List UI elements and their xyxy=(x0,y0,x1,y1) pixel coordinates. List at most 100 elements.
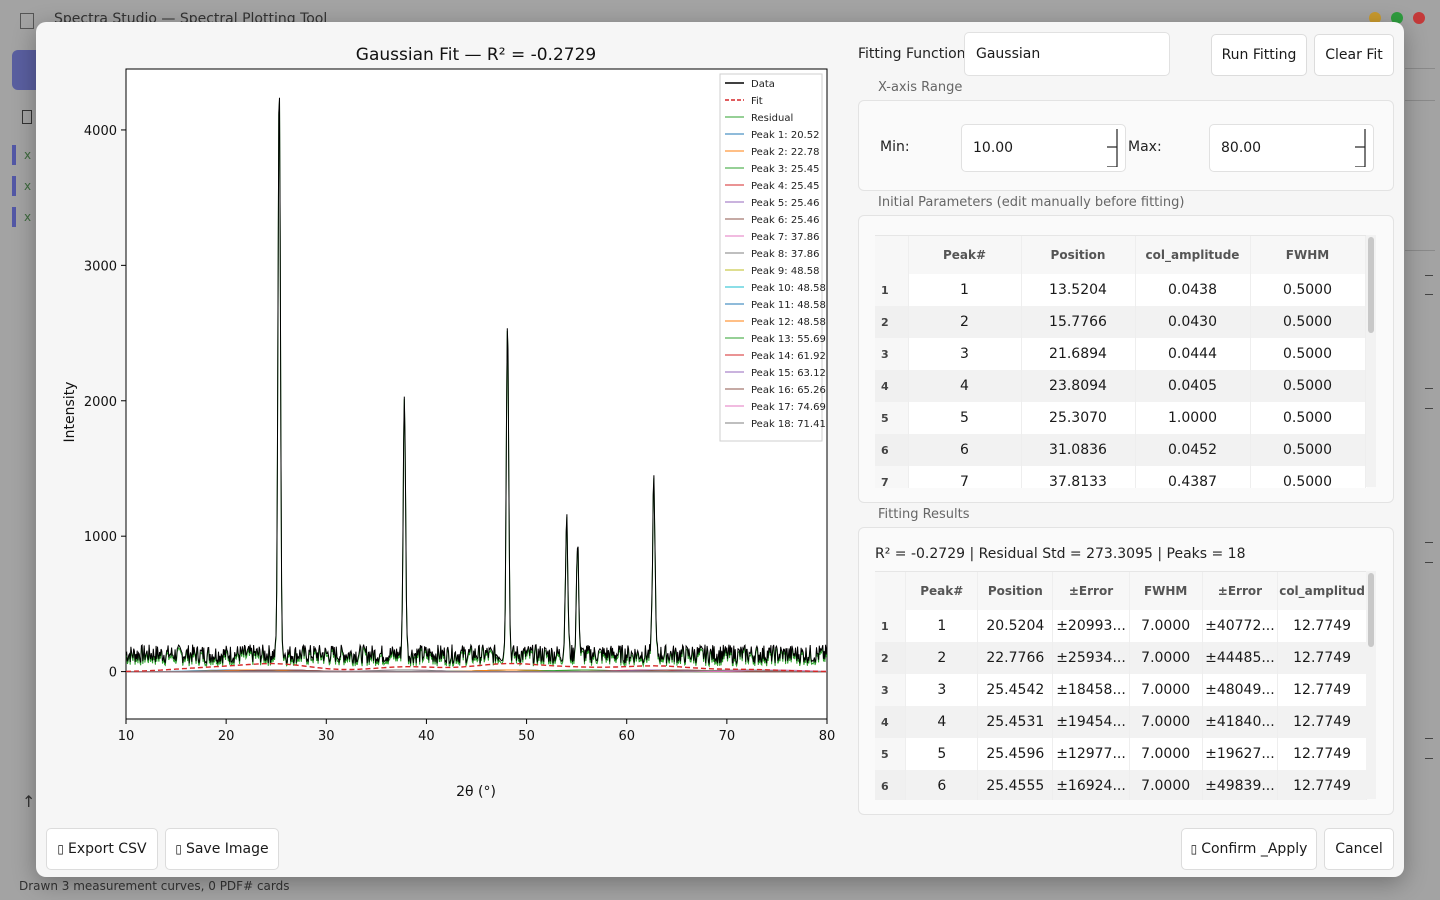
table-cell[interactable]: 12.7749 xyxy=(1277,770,1367,800)
table-cell[interactable]: ±49839... xyxy=(1202,770,1279,800)
table-cell[interactable]: 20.5204 xyxy=(977,610,1054,642)
min-spinbox[interactable]: 10.00 xyxy=(961,124,1126,172)
table-cell[interactable]: ±40772... xyxy=(1202,610,1279,642)
row-header[interactable]: 6 xyxy=(875,770,907,800)
table-cell[interactable]: ±20993... xyxy=(1052,610,1130,642)
table-cell[interactable]: 4 xyxy=(908,370,1022,402)
table-cell[interactable]: 12.7749 xyxy=(1277,706,1367,738)
table-cell[interactable]: 25.4596 xyxy=(977,738,1054,770)
params-scrollbar[interactable] xyxy=(1366,235,1376,487)
clear-fit-button[interactable]: Clear Fit xyxy=(1314,34,1394,76)
row-header[interactable]: 4 xyxy=(875,706,907,738)
table-cell[interactable]: 2 xyxy=(905,642,979,674)
params-scroll-thumb[interactable] xyxy=(1368,237,1374,333)
sidebar-checkbox[interactable] xyxy=(22,110,32,124)
fitting-function-select[interactable]: Gaussian xyxy=(964,32,1170,76)
table-cell[interactable]: 12.7749 xyxy=(1277,642,1367,674)
table-cell[interactable]: 7.0000 xyxy=(1129,610,1203,642)
table-cell[interactable]: 7.0000 xyxy=(1129,674,1203,706)
maximize-button[interactable] xyxy=(1391,12,1403,24)
table-cell[interactable]: ±18458... xyxy=(1052,674,1130,706)
column-header[interactable]: ±Error xyxy=(1052,572,1130,610)
table-cell[interactable]: ±19627... xyxy=(1202,738,1279,770)
table-cell[interactable]: 0.0452 xyxy=(1135,434,1251,466)
table-cell[interactable]: 37.8133 xyxy=(1021,466,1136,488)
table-cell[interactable]: 0.5000 xyxy=(1250,306,1366,338)
table-row[interactable]: 3 3 21.6894 0.0444 0.5000 xyxy=(875,338,1366,370)
table-cell[interactable]: 25.4555 xyxy=(977,770,1054,800)
table-cell[interactable]: 0.0444 xyxy=(1135,338,1251,370)
table-cell[interactable]: 6 xyxy=(905,770,979,800)
column-header[interactable]: col_amplitude xyxy=(1135,236,1251,274)
table-cell[interactable]: 6 xyxy=(908,434,1022,466)
table-cell[interactable]: 0.0430 xyxy=(1135,306,1251,338)
table-cell[interactable]: 22.7766 xyxy=(977,642,1054,674)
table-row[interactable]: 3 3 25.4542 ±18458... 7.0000 ±48049... 12.7749 xyxy=(875,674,1367,706)
table-cell[interactable]: 0.5000 xyxy=(1250,338,1366,370)
table-row[interactable]: 2 2 15.7766 0.0430 0.5000 xyxy=(875,306,1366,338)
row-header[interactable]: 3 xyxy=(875,338,909,370)
table-cell[interactable]: 1 xyxy=(905,610,979,642)
close-window-button[interactable] xyxy=(1413,12,1425,24)
row-header[interactable]: 1 xyxy=(875,274,909,306)
table-cell[interactable]: ±25934... xyxy=(1052,642,1130,674)
table-cell[interactable]: 2 xyxy=(908,306,1022,338)
table-cell[interactable]: ±16924... xyxy=(1052,770,1130,800)
table-cell[interactable]: ±19454... xyxy=(1052,706,1130,738)
table-row[interactable]: 4 4 25.4531 ±19454... 7.0000 ±41840... 12.7749 xyxy=(875,706,1367,738)
row-header[interactable]: 2 xyxy=(875,306,909,338)
table-cell[interactable]: 7.0000 xyxy=(1129,706,1203,738)
table-cell[interactable]: 12.7749 xyxy=(1277,610,1367,642)
results-scrollbar[interactable] xyxy=(1366,571,1376,799)
cancel-button[interactable]: Cancel xyxy=(1324,828,1394,870)
table-row[interactable]: 7 7 37.8133 0.4387 0.5000 xyxy=(875,466,1366,488)
table-cell[interactable]: 25.4542 xyxy=(977,674,1054,706)
table-cell[interactable]: 12.7749 xyxy=(1277,674,1367,706)
column-header[interactable]: Peak# xyxy=(908,236,1022,274)
column-header[interactable]: FWHM xyxy=(1250,236,1366,274)
table-cell[interactable]: 3 xyxy=(905,674,979,706)
table-row[interactable]: 5 5 25.3070 1.0000 0.5000 xyxy=(875,402,1366,434)
column-header[interactable]: FWHM xyxy=(1129,572,1203,610)
table-cell[interactable]: 23.8094 xyxy=(1021,370,1136,402)
table-cell[interactable]: 0.5000 xyxy=(1250,434,1366,466)
table-cell[interactable]: 7.0000 xyxy=(1129,738,1203,770)
results-table[interactable]: Peak# Position ±Error FWHM ±Error col_amplitu… xyxy=(875,571,1367,800)
table-cell[interactable]: ±48049... xyxy=(1202,674,1279,706)
table-cell[interactable]: 0.0438 xyxy=(1135,274,1251,306)
table-cell[interactable]: 21.6894 xyxy=(1021,338,1136,370)
spin-arrows-icon[interactable] xyxy=(1107,127,1119,167)
table-cell[interactable]: 31.0836 xyxy=(1021,434,1136,466)
row-header[interactable]: 2 xyxy=(875,642,907,674)
table-row[interactable]: 5 5 25.4596 ±12977... 7.0000 ±19627... 12.7749 xyxy=(875,738,1367,770)
table-cell[interactable]: 13.5204 xyxy=(1021,274,1136,306)
table-cell[interactable]: 25.4531 xyxy=(977,706,1054,738)
results-scroll-thumb[interactable] xyxy=(1368,573,1374,647)
table-cell[interactable]: 3 xyxy=(908,338,1022,370)
table-cell[interactable]: 0.0405 xyxy=(1135,370,1251,402)
minimize-button[interactable] xyxy=(1369,12,1381,24)
table-cell[interactable]: 0.4387 xyxy=(1135,466,1251,488)
column-header[interactable]: Position xyxy=(977,572,1054,610)
save-image-button[interactable]: ▯ Save Image xyxy=(165,828,279,870)
table-cell[interactable]: 7.0000 xyxy=(1129,770,1203,800)
column-header[interactable]: ±Error xyxy=(1202,572,1279,610)
table-cell[interactable]: ±41840... xyxy=(1202,706,1279,738)
layer-item[interactable]: x xyxy=(12,145,38,165)
row-header[interactable]: 5 xyxy=(875,402,909,434)
confirm-apply-button[interactable]: ▯ Confirm _Apply xyxy=(1181,828,1317,870)
max-spinbox[interactable]: 80.00 xyxy=(1209,124,1374,172)
table-cell[interactable]: 7.0000 xyxy=(1129,642,1203,674)
table-cell[interactable]: 12.7749 xyxy=(1277,738,1367,770)
column-header[interactable]: Position xyxy=(1021,236,1136,274)
table-cell[interactable]: ±12977... xyxy=(1052,738,1130,770)
table-cell[interactable]: 0.5000 xyxy=(1250,466,1366,488)
arrow-up-icon[interactable]: ↑ xyxy=(22,792,36,811)
spin-arrows-icon[interactable] xyxy=(1355,127,1367,167)
table-cell[interactable]: 15.7766 xyxy=(1021,306,1136,338)
table-cell[interactable]: 25.3070 xyxy=(1021,402,1136,434)
table-cell[interactable]: 1 xyxy=(908,274,1022,306)
layer-item[interactable]: x xyxy=(12,207,38,227)
column-header[interactable]: Peak# xyxy=(905,572,979,610)
row-header[interactable]: 7 xyxy=(875,466,909,488)
